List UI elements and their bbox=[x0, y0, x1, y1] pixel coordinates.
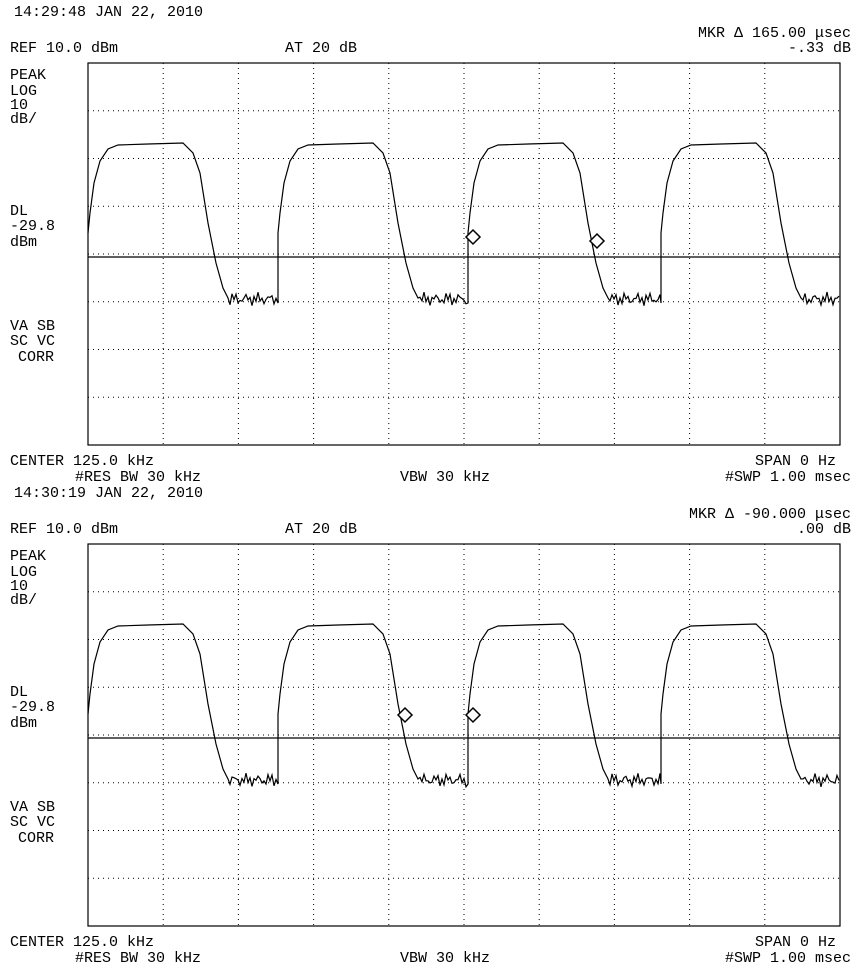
trace bbox=[87, 142, 840, 308]
marker bbox=[464, 706, 482, 724]
sweep-time: #SWP 1.00 msec bbox=[725, 950, 851, 967]
panel: 14:30:19 JAN 22, 2010 MKR Δ -90.000 μsec.… bbox=[10, 485, 851, 967]
side-label: DL bbox=[10, 684, 28, 701]
span: SPAN 0 Hz bbox=[755, 934, 836, 951]
timestamp: 14:30:19 JAN 22, 2010 bbox=[14, 485, 203, 502]
side-label: SC VC bbox=[10, 333, 55, 350]
side-label: CORR bbox=[18, 349, 54, 366]
sweep-time: #SWP 1.00 msec bbox=[725, 469, 851, 486]
marker-label: MKR Δ -90.000 μsec bbox=[689, 506, 851, 523]
side-label: dB/ bbox=[10, 111, 37, 128]
side-label: DL bbox=[10, 203, 28, 220]
side-label: PEAK bbox=[10, 548, 46, 565]
panel: 14:29:48 JAN 22, 2010 MKR Δ 165.00 μsec-.… bbox=[10, 4, 851, 486]
center-frequency: CENTER 125.0 kHz bbox=[10, 453, 154, 470]
resolution-bandwidth: #RES BW 30 kHz bbox=[75, 950, 201, 967]
side-label: CORR bbox=[18, 830, 54, 847]
side-label: VA SB bbox=[10, 318, 55, 335]
side-label: 10 bbox=[10, 578, 28, 595]
side-label: dBm bbox=[10, 234, 37, 251]
center-frequency: CENTER 125.0 kHz bbox=[10, 934, 154, 951]
resolution-bandwidth: #RES BW 30 kHz bbox=[75, 469, 201, 486]
side-label: -29.8 bbox=[10, 218, 55, 235]
marker bbox=[396, 706, 414, 724]
reference-level: REF 10.0 dBm bbox=[10, 521, 118, 538]
span: SPAN 0 Hz bbox=[755, 453, 836, 470]
graticule-frame bbox=[87, 543, 841, 927]
side-label: LOG bbox=[10, 564, 37, 581]
side-label: SC VC bbox=[10, 814, 55, 831]
side-label: VA SB bbox=[10, 799, 55, 816]
attenuation: AT 20 dB bbox=[285, 40, 357, 57]
side-label: -29.8 bbox=[10, 699, 55, 716]
marker-value: .00 dB bbox=[797, 521, 851, 538]
side-label: PEAK bbox=[10, 67, 46, 84]
video-bandwidth: VBW 30 kHz bbox=[400, 950, 490, 967]
side-label: dB/ bbox=[10, 592, 37, 609]
marker-value: -.33 dB bbox=[788, 40, 851, 57]
side-label: LOG bbox=[10, 83, 37, 100]
side-label: 10 bbox=[10, 97, 28, 114]
timestamp: 14:29:48 JAN 22, 2010 bbox=[14, 4, 203, 21]
marker-label: MKR Δ 165.00 μsec bbox=[698, 25, 851, 42]
marker bbox=[464, 228, 482, 246]
video-bandwidth: VBW 30 kHz bbox=[400, 469, 490, 486]
reference-level: REF 10.0 dBm bbox=[10, 40, 118, 57]
attenuation: AT 20 dB bbox=[285, 521, 357, 538]
trace bbox=[87, 623, 840, 789]
side-label: dBm bbox=[10, 715, 37, 732]
graticule-frame bbox=[87, 62, 841, 446]
marker bbox=[588, 232, 606, 250]
